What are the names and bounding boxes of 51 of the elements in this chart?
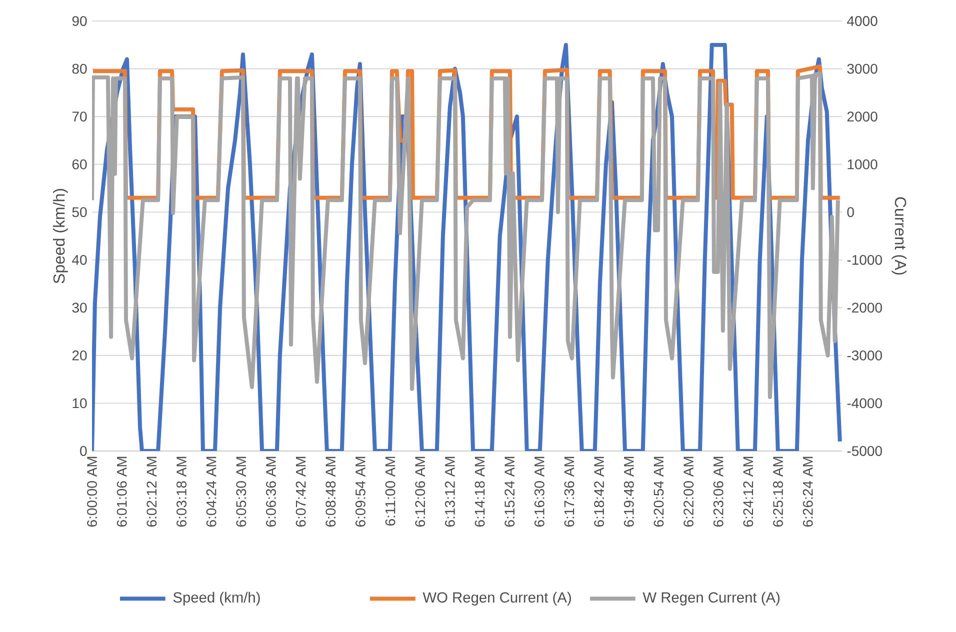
y-tick-label: 40 <box>72 254 87 265</box>
x-tick-label: 6:03:18 AM <box>176 456 186 527</box>
x-tick-label: 6:19:48 AM <box>624 456 634 527</box>
x-tick-label: 6:11:00 AM <box>385 456 396 526</box>
y2-axis-title: Current (A) <box>892 197 907 275</box>
x-tick-label: 6:26:24 AM <box>802 456 813 527</box>
x-tick-label: 6:14:18 AM <box>474 456 485 527</box>
y-axis-title: Speed (km/h) <box>52 189 68 284</box>
x-tick-label: 6:13:12 AM <box>444 456 455 527</box>
y2-tick-label: 3000 <box>847 64 878 74</box>
x-tick-label: 6:08:48 AM <box>326 456 336 527</box>
x-tick-label: 6:07:42 AM <box>296 456 306 527</box>
x-tick-label: 6:20:54 AM <box>654 456 664 527</box>
y2-tick-label: -5000 <box>847 446 882 456</box>
y-tick-label: 70 <box>72 112 87 122</box>
y-tick-label: 60 <box>72 159 87 170</box>
x-tick-label: 6:06:36 AM <box>266 456 276 527</box>
x-tick-label: 6:00:00 AM <box>87 456 97 527</box>
x-tick-label: 6:12:06 AM <box>415 456 426 527</box>
legend-label: W Regen Current (A) <box>642 592 780 606</box>
x-tick-label: 6:02:12 AM <box>146 456 157 527</box>
x-tick-label: 6:04:24 AM <box>206 456 216 527</box>
y2-tick-label: 4000 <box>847 16 878 26</box>
y2-tick-label: -2000 <box>847 302 882 313</box>
x-tick-label: 6:23:06 AM <box>713 456 724 527</box>
y2-tick-label: -1000 <box>847 254 882 265</box>
x-tick-label: 6:09:54 AM <box>355 456 366 527</box>
x-tick-label: 6:01:06 AM <box>116 456 127 527</box>
legend-label: WO Regen Current (A) <box>422 592 571 606</box>
y-tick-label: 0 <box>80 446 87 456</box>
legend-label: Speed (km/h) <box>173 592 260 606</box>
y-tick-label: 80 <box>72 64 87 74</box>
y-tick-label: 10 <box>72 398 87 408</box>
x-tick-label: 6:17:36 AM <box>564 456 574 527</box>
x-tick-label: 6:15:24 AM <box>504 456 515 527</box>
x-tick-label: 6:18:42 AM <box>594 456 604 527</box>
x-tick-label: 6:22:00 AM <box>684 456 694 527</box>
y2-tick-label: 1000 <box>848 159 878 170</box>
x-tick-label: 6:25:18 AM <box>773 456 783 527</box>
y-tick-label: 50 <box>72 207 87 218</box>
x-tick-label: 6:24:12 AM <box>743 456 754 527</box>
y-tick-label: 20 <box>72 350 87 360</box>
line-series <box>92 72 840 400</box>
y2-tick-label: 0 <box>847 207 854 218</box>
y2-tick-label: 2000 <box>847 112 878 122</box>
y2-tick-label: -4000 <box>847 398 882 408</box>
y-tick-label: 90 <box>72 16 87 26</box>
x-tick-label: 6:16:30 AM <box>534 456 544 527</box>
y-tick-label: 30 <box>72 302 87 313</box>
x-tick-label: 6:05:30 AM <box>236 456 246 527</box>
y2-tick-label: -3000 <box>847 350 882 360</box>
